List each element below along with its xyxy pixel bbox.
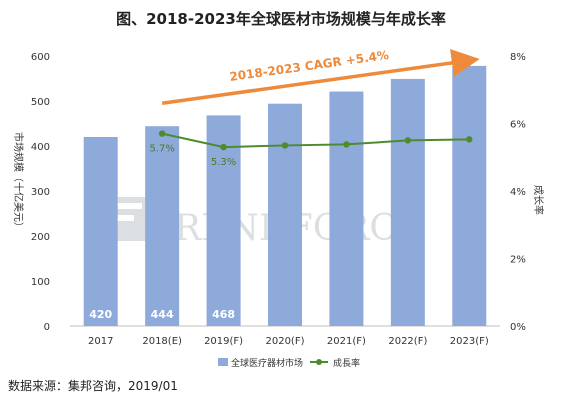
- y2-axis-title: 成长率: [532, 185, 545, 215]
- legend-label-line: 成長率: [333, 357, 360, 369]
- growth-value-label: 5.3%: [211, 157, 236, 168]
- bar: [390, 78, 425, 326]
- y2-tick-label: 4%: [510, 187, 526, 198]
- bar: [329, 91, 364, 326]
- x-tick-label: 2023(F): [450, 336, 489, 347]
- cagr-arrow: [161, 49, 480, 105]
- y-axis-title: 市场规模（十亿美元）: [12, 132, 25, 232]
- legend-swatch-marker: [316, 359, 322, 365]
- legend: 全球医疗器材市场 成長率: [218, 357, 360, 369]
- y2-tick-label: 2%: [510, 255, 526, 266]
- bar-value-label: 420: [89, 308, 112, 321]
- chart-title: 图、2018-2023年全球医材市场规模与年成长率: [116, 10, 446, 28]
- bar-value-label: 444: [151, 308, 174, 321]
- growth-line: [161, 132, 470, 149]
- bar: [83, 137, 118, 326]
- y-tick-label: 600: [31, 52, 50, 63]
- y-tick-label: 200: [31, 232, 50, 243]
- growth-point: [281, 142, 289, 149]
- bar-value-label: 468: [212, 308, 235, 321]
- growth-point: [466, 136, 473, 143]
- legend-label-bar: 全球医疗器材市场: [231, 357, 303, 369]
- growth-point: [220, 143, 227, 151]
- y-tick-label: 0: [44, 322, 50, 333]
- x-tick-label: 2019(F): [204, 336, 243, 347]
- bar: [206, 115, 241, 327]
- growth-point: [404, 137, 412, 144]
- cagr-label: 2018-2023 CAGR +5.4%: [229, 48, 390, 84]
- x-tick-label: 2022(F): [388, 336, 427, 347]
- growth-point: [158, 130, 166, 137]
- y2-tick-label: 0%: [510, 322, 526, 333]
- bar: [268, 103, 302, 326]
- legend-swatch-bar: [218, 358, 228, 366]
- y2-tick-label: 6%: [510, 120, 526, 131]
- x-tick-label: 2018(E): [142, 336, 182, 347]
- x-tick-label: 2017: [88, 336, 113, 347]
- bar: [145, 126, 180, 326]
- source-note: 数据来源：集邦咨询，2019/01: [8, 379, 178, 393]
- y-tick-label: 300: [31, 187, 50, 198]
- bar: [452, 65, 487, 327]
- y-tick-label: 400: [31, 142, 50, 153]
- growth-value-label: 5.7%: [149, 144, 174, 155]
- x-tick-label: 2020(F): [265, 336, 304, 347]
- y2-tick-label: 8%: [510, 52, 526, 63]
- y-tick-label: 100: [31, 277, 50, 288]
- x-tick-label: 2021(F): [327, 336, 366, 347]
- growth-point: [343, 141, 350, 148]
- y-tick-label: 500: [31, 97, 50, 108]
